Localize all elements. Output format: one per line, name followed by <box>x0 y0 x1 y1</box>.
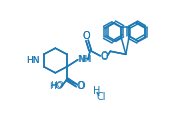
Text: O: O <box>78 81 86 91</box>
Text: O: O <box>76 81 84 91</box>
Text: NH: NH <box>77 55 91 64</box>
Text: HO: HO <box>50 81 64 90</box>
Text: Cl: Cl <box>96 92 106 102</box>
Text: HN: HN <box>26 56 40 65</box>
Text: HN: HN <box>26 56 40 65</box>
Text: O: O <box>100 51 108 61</box>
Text: HO: HO <box>49 82 63 91</box>
Text: H: H <box>93 86 100 96</box>
Text: O: O <box>100 52 108 62</box>
Text: O: O <box>83 31 90 41</box>
Text: NH: NH <box>78 55 92 64</box>
Text: O: O <box>83 31 90 41</box>
